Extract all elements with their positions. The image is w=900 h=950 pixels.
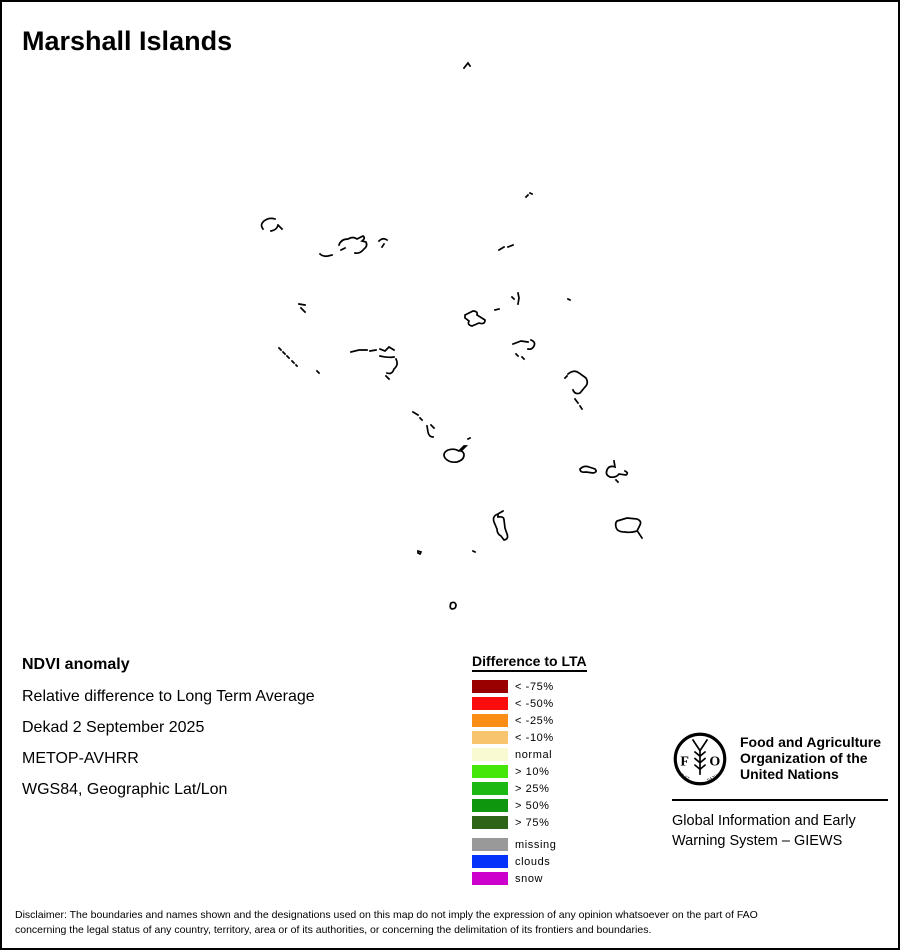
footer-divider — [672, 799, 888, 801]
island-outline — [318, 252, 334, 258]
island-outline — [605, 460, 629, 484]
island-outline — [614, 517, 644, 540]
wheat-ear-icon — [691, 738, 709, 775]
legend-label: > 25% — [515, 782, 550, 795]
island-outline — [510, 291, 520, 305]
metadata-line-dekad: Dekad 2 September 2025 — [22, 719, 205, 736]
legend-label: > 75% — [515, 816, 550, 829]
giews-line1: Global Information and Early — [672, 813, 856, 829]
island-outline — [492, 509, 509, 541]
legend-swatch — [472, 731, 508, 744]
fao-footer: F O FIAT PANIS Food and Agriculture Orga… — [672, 728, 890, 851]
legend-item: < -25% — [472, 712, 672, 729]
legend-label: < -75% — [515, 680, 554, 693]
legend-item: < -75% — [472, 678, 672, 695]
fao-organization-name: Food and Agriculture Organization of the… — [740, 728, 881, 782]
map-metadata: NDVI anomaly Relative difference to Long… — [22, 656, 452, 812]
fao-header: F O FIAT PANIS Food and Agriculture Orga… — [672, 728, 890, 787]
metadata-line-projection: WGS84, Geographic Lat/Lon — [22, 781, 228, 798]
legend-label: < -10% — [515, 731, 554, 744]
island-outline — [524, 191, 534, 199]
island-outline — [443, 436, 472, 464]
legend-swatch — [472, 697, 508, 710]
page-title: Marshall Islands — [22, 26, 233, 56]
island-outline — [511, 338, 536, 361]
disclaimer-text: Disclaimer: The boundaries and names sho… — [15, 908, 890, 938]
island-outline — [411, 410, 424, 422]
legend-label: < -25% — [515, 714, 554, 727]
legend-title: Difference to LTA — [472, 653, 587, 672]
island-outlines — [260, 61, 644, 610]
island-outline — [377, 237, 389, 249]
island-outline — [260, 217, 284, 232]
island-outline — [462, 61, 472, 70]
legend-swatch — [472, 855, 508, 868]
island-outline — [579, 465, 597, 474]
legend-swatch — [472, 838, 508, 851]
legend-swatch — [472, 680, 508, 693]
legend-swatch — [472, 765, 508, 778]
legend-item: > 25% — [472, 780, 672, 797]
legend-label: normal — [515, 748, 553, 761]
island-outline — [497, 243, 515, 252]
legend-item: clouds — [472, 853, 672, 870]
fao-motto-right: PANIS — [706, 772, 722, 784]
island-outline — [566, 297, 572, 302]
legend-swatch — [472, 816, 508, 829]
legend-label: snow — [515, 872, 544, 885]
island-outline — [493, 307, 501, 312]
island-outline — [471, 549, 477, 554]
legend-item: > 50% — [472, 797, 672, 814]
metadata-line-sensor: METOP-AVHRR — [22, 750, 139, 767]
metadata-line-description: Relative difference to Long Term Average — [22, 688, 315, 705]
legend: Difference to LTA < -75% < -50% < -25% < -1… — [472, 653, 672, 831]
giews-label: Global Information and Early Warning Sys… — [672, 811, 890, 851]
legend-swatch — [472, 782, 508, 795]
legend-swatch — [472, 799, 508, 812]
island-outline — [277, 346, 299, 368]
legend-item: snow — [472, 870, 672, 887]
legend-label: clouds — [515, 855, 551, 868]
fao-logo-letter-o: O — [709, 755, 720, 770]
island-outline — [298, 303, 307, 314]
legend-item: < -50% — [472, 695, 672, 712]
legend-label: > 10% — [515, 765, 550, 778]
fao-name-line1: Food and Agriculture — [740, 734, 882, 750]
legend-label: < -50% — [515, 697, 554, 710]
legend-label: > 50% — [515, 799, 550, 812]
legend-label: missing — [515, 838, 557, 851]
island-outline — [563, 370, 589, 411]
island-outline — [426, 423, 436, 438]
island-outline — [417, 549, 423, 556]
legend-swatch — [472, 714, 508, 727]
legend-main-items: < -75% < -50% < -25% < -10% normal > 10% > 25%… — [472, 678, 672, 831]
fao-motto-left: FIAT — [678, 772, 691, 783]
legend-item: missing — [472, 836, 672, 853]
island-outline — [349, 345, 398, 381]
giews-line2: Warning System – GIEWS — [672, 833, 843, 849]
legend-swatch — [472, 872, 508, 885]
ndvi-anomaly-heading: NDVI anomaly — [22, 656, 130, 673]
legend-item: > 10% — [472, 763, 672, 780]
disclaimer-line2: concerning the legal status of any count… — [15, 924, 652, 936]
fao-name-line3: United Nations — [740, 766, 839, 782]
fao-name-line2: Organization of the — [740, 750, 868, 766]
island-outline — [464, 310, 486, 327]
island-outline — [449, 601, 457, 610]
legend-item: normal — [472, 746, 672, 763]
legend-extra-items: missing clouds snow — [472, 836, 672, 887]
island-outline — [315, 369, 321, 375]
disclaimer-line1: Disclaimer: The boundaries and names sho… — [15, 909, 758, 921]
legend-item: > 75% — [472, 814, 672, 831]
legend-item: < -10% — [472, 729, 672, 746]
island-outline — [337, 235, 368, 255]
fao-logo-letter-f: F — [680, 755, 689, 770]
legend-swatch — [472, 748, 508, 761]
fao-logo-icon: F O FIAT PANIS — [673, 732, 727, 786]
